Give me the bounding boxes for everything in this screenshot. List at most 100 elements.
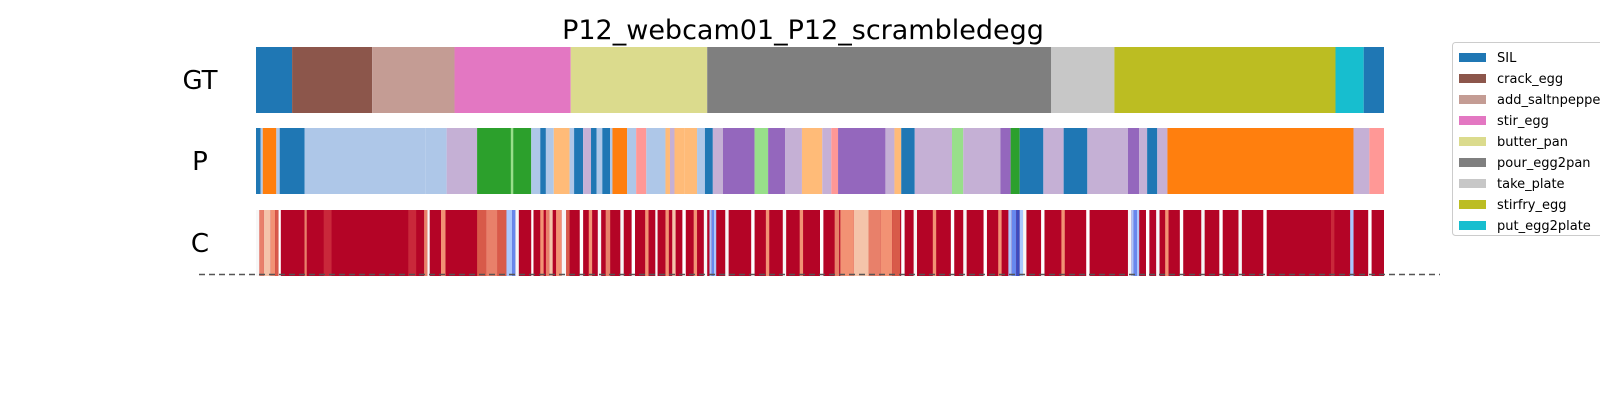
segment-p xyxy=(262,128,277,194)
segment-c xyxy=(880,210,893,276)
segment-p xyxy=(610,128,613,194)
segment-c xyxy=(1238,210,1242,276)
legend-label: pour_egg2pan xyxy=(1497,156,1591,171)
segment-p xyxy=(831,128,839,194)
legend-label: SIL xyxy=(1497,51,1517,66)
segment-gt xyxy=(1335,47,1364,113)
segment-p xyxy=(574,128,584,194)
segment-p xyxy=(446,128,478,194)
segment-gt xyxy=(372,47,455,113)
legend-swatch xyxy=(1459,179,1486,188)
row-label: C xyxy=(191,229,209,259)
segment-c xyxy=(259,210,264,276)
segment-p xyxy=(1087,128,1128,194)
segment-p xyxy=(1353,128,1370,194)
segment-p xyxy=(627,128,637,194)
segment-c xyxy=(605,210,611,276)
segment-c xyxy=(693,210,698,276)
segment-p xyxy=(963,128,1001,194)
segment-c xyxy=(270,210,276,276)
segment-c xyxy=(799,210,804,276)
chart-title: P12_webcam01_P12_scrambledegg xyxy=(562,15,1044,46)
segment-c xyxy=(765,210,770,276)
segment-p xyxy=(1127,128,1140,194)
segment-p xyxy=(531,128,541,194)
segment-p xyxy=(838,128,886,194)
legend-items: SIL crack_egg add_saltnpepper stir_eggbutte… xyxy=(1459,51,1600,234)
segment-p xyxy=(510,128,514,194)
segment-p xyxy=(885,128,895,194)
segment-c xyxy=(1127,210,1132,276)
segment-c xyxy=(427,210,430,276)
segment-c xyxy=(711,210,714,276)
segment-c xyxy=(703,210,708,276)
segment-p xyxy=(1139,128,1148,194)
segment-p xyxy=(1369,128,1384,194)
legend-swatch xyxy=(1459,74,1486,83)
segment-p xyxy=(276,128,280,194)
segment-c xyxy=(561,210,567,276)
segment-p xyxy=(553,128,570,194)
segment-c xyxy=(531,210,534,276)
segment-gt xyxy=(454,47,571,113)
segment-p xyxy=(545,128,554,194)
segment-c xyxy=(682,210,686,276)
segment-p xyxy=(674,128,685,194)
segment-gt xyxy=(1363,47,1384,113)
segment-gt xyxy=(707,47,1052,113)
segment-c xyxy=(579,210,584,276)
segment-c xyxy=(751,210,755,276)
segment-c xyxy=(655,210,658,276)
legend-label: stir_egg xyxy=(1497,114,1549,129)
legend-swatch xyxy=(1459,137,1486,146)
segment-p xyxy=(583,128,592,194)
segment-c xyxy=(256,210,260,276)
segment-c xyxy=(1368,210,1372,276)
segment-p xyxy=(1043,128,1064,194)
segment-c xyxy=(1201,210,1205,276)
segment-c xyxy=(932,210,937,276)
segment-c xyxy=(853,210,869,276)
segment-c xyxy=(631,210,636,276)
row-label: P xyxy=(192,147,208,177)
segment-p xyxy=(477,128,511,194)
segment-c xyxy=(713,210,717,276)
segmentation-rows: GT P C xyxy=(182,47,1384,276)
segment-c xyxy=(820,210,824,276)
segment-c xyxy=(497,210,507,276)
segment-c xyxy=(620,210,624,276)
segment-c xyxy=(834,210,840,276)
segment-p xyxy=(1010,128,1020,194)
segment-p xyxy=(1157,128,1168,194)
segment-c xyxy=(963,210,967,276)
segment-c xyxy=(1263,210,1267,276)
segment-p xyxy=(684,128,698,194)
segment-c xyxy=(998,210,1002,276)
segment-c xyxy=(840,210,854,276)
segment-c xyxy=(1219,210,1223,276)
segment-c xyxy=(566,210,570,276)
segment-c xyxy=(782,210,787,276)
segment-c xyxy=(1179,210,1184,276)
segment-c xyxy=(913,210,918,276)
legend-swatch xyxy=(1459,200,1486,209)
segment-p xyxy=(669,128,675,194)
segment-p xyxy=(712,128,723,194)
segment-c xyxy=(892,210,901,276)
segment-p xyxy=(1147,128,1158,194)
segment-c xyxy=(486,210,498,276)
segment-c xyxy=(1061,210,1065,276)
segment-c xyxy=(1330,210,1335,276)
segment-c xyxy=(709,210,712,276)
legend: SIL crack_egg add_saltnpepper stir_eggbutte… xyxy=(1452,42,1600,236)
segment-p xyxy=(914,128,952,194)
segment-gt xyxy=(1051,47,1115,113)
segment-p xyxy=(569,128,575,194)
segment-p xyxy=(591,128,597,194)
segment-c xyxy=(275,210,279,276)
segment-c xyxy=(1156,210,1160,276)
segment-c xyxy=(950,210,955,276)
segment-c xyxy=(1133,210,1137,276)
segment-c xyxy=(323,210,332,276)
segment-c xyxy=(901,210,905,276)
